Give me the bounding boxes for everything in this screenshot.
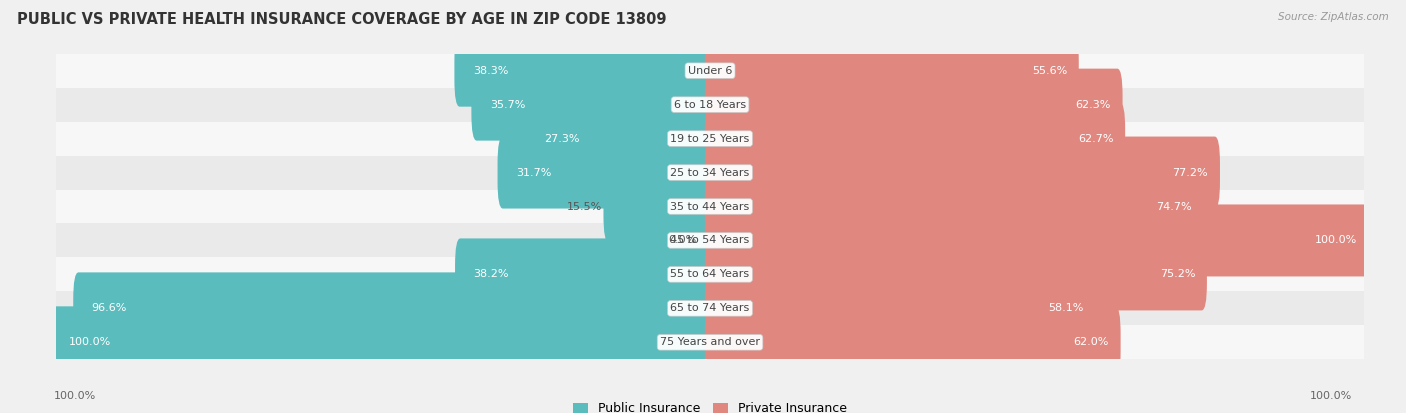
Text: 25 to 34 Years: 25 to 34 Years: [671, 168, 749, 178]
FancyBboxPatch shape: [73, 273, 716, 344]
FancyBboxPatch shape: [526, 102, 716, 175]
FancyBboxPatch shape: [704, 306, 1121, 378]
FancyBboxPatch shape: [498, 137, 716, 209]
FancyBboxPatch shape: [56, 223, 1364, 257]
Text: 74.7%: 74.7%: [1156, 202, 1192, 211]
Text: Source: ZipAtlas.com: Source: ZipAtlas.com: [1278, 12, 1389, 22]
FancyBboxPatch shape: [56, 156, 1364, 190]
FancyBboxPatch shape: [603, 171, 716, 242]
Text: 35.7%: 35.7%: [489, 100, 524, 109]
Text: 6 to 18 Years: 6 to 18 Years: [673, 100, 747, 109]
FancyBboxPatch shape: [56, 88, 1364, 121]
FancyBboxPatch shape: [454, 35, 716, 107]
Text: 75 Years and over: 75 Years and over: [659, 337, 761, 347]
Text: 19 to 25 Years: 19 to 25 Years: [671, 133, 749, 144]
Text: 27.3%: 27.3%: [544, 133, 581, 144]
FancyBboxPatch shape: [704, 69, 1122, 140]
FancyBboxPatch shape: [704, 102, 1125, 175]
FancyBboxPatch shape: [704, 35, 1078, 107]
Text: 65 to 74 Years: 65 to 74 Years: [671, 304, 749, 313]
Text: 45 to 54 Years: 45 to 54 Years: [671, 235, 749, 245]
Legend: Public Insurance, Private Insurance: Public Insurance, Private Insurance: [568, 397, 852, 413]
Text: 100.0%: 100.0%: [1310, 391, 1353, 401]
Text: 58.1%: 58.1%: [1047, 304, 1084, 313]
Text: 31.7%: 31.7%: [516, 168, 551, 178]
Text: 38.3%: 38.3%: [472, 66, 508, 76]
Text: 35 to 44 Years: 35 to 44 Years: [671, 202, 749, 211]
Text: Under 6: Under 6: [688, 66, 733, 76]
FancyBboxPatch shape: [56, 190, 1364, 223]
Text: 0.0%: 0.0%: [669, 235, 697, 245]
Text: 100.0%: 100.0%: [1315, 235, 1357, 245]
FancyBboxPatch shape: [56, 54, 1364, 88]
FancyBboxPatch shape: [704, 273, 1095, 344]
FancyBboxPatch shape: [51, 306, 716, 378]
FancyBboxPatch shape: [56, 257, 1364, 292]
Text: 100.0%: 100.0%: [53, 391, 96, 401]
Text: 38.2%: 38.2%: [474, 269, 509, 280]
Text: 15.5%: 15.5%: [567, 202, 602, 211]
Text: PUBLIC VS PRIVATE HEALTH INSURANCE COVERAGE BY AGE IN ZIP CODE 13809: PUBLIC VS PRIVATE HEALTH INSURANCE COVER…: [17, 12, 666, 27]
FancyBboxPatch shape: [704, 137, 1220, 209]
Text: 62.3%: 62.3%: [1076, 100, 1111, 109]
FancyBboxPatch shape: [704, 238, 1206, 311]
Text: 62.0%: 62.0%: [1073, 337, 1109, 347]
FancyBboxPatch shape: [704, 171, 1204, 242]
Text: 55 to 64 Years: 55 to 64 Years: [671, 269, 749, 280]
FancyBboxPatch shape: [456, 238, 716, 311]
FancyBboxPatch shape: [471, 69, 716, 140]
Text: 55.6%: 55.6%: [1032, 66, 1067, 76]
Text: 100.0%: 100.0%: [69, 337, 111, 347]
FancyBboxPatch shape: [56, 121, 1364, 156]
Text: 96.6%: 96.6%: [91, 304, 127, 313]
Text: 75.2%: 75.2%: [1160, 269, 1195, 280]
Text: 62.7%: 62.7%: [1078, 133, 1114, 144]
FancyBboxPatch shape: [704, 204, 1369, 276]
FancyBboxPatch shape: [56, 325, 1364, 359]
FancyBboxPatch shape: [56, 292, 1364, 325]
Text: 77.2%: 77.2%: [1173, 168, 1208, 178]
